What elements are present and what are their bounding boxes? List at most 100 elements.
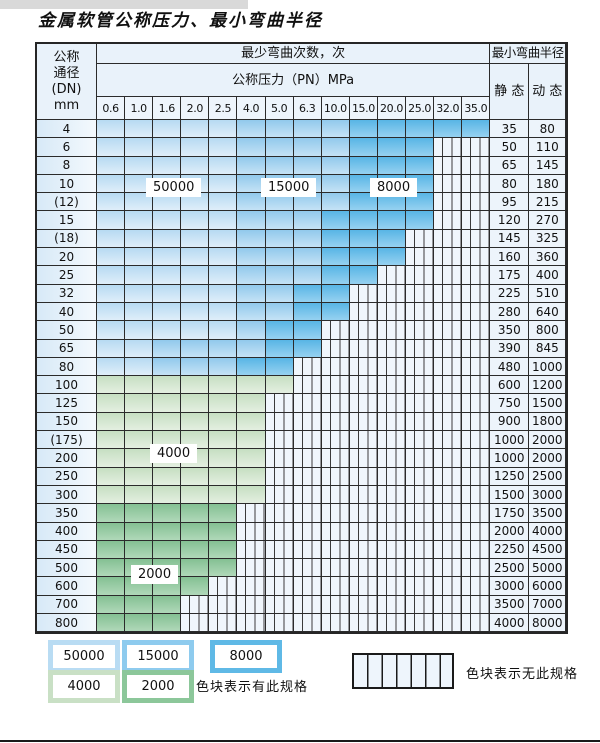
no-spec-cell bbox=[321, 339, 350, 358]
no-spec-cell bbox=[293, 467, 322, 486]
no-spec-cell bbox=[237, 595, 266, 615]
spec-cell-15000 bbox=[265, 266, 294, 285]
no-spec-cell bbox=[434, 412, 463, 432]
no-spec-cell bbox=[434, 284, 463, 303]
dynamic-radius-cell: 1000 bbox=[529, 357, 567, 377]
no-spec-cell bbox=[462, 540, 491, 560]
dynamic-radius-cell: 3000 bbox=[529, 485, 567, 505]
dn-cell: (18) bbox=[37, 229, 97, 249]
static-radius-cell: 1750 bbox=[490, 504, 530, 523]
no-spec-cell bbox=[406, 376, 435, 395]
no-spec-cell bbox=[434, 595, 463, 615]
pressure-header: 公称压力（PN）MPa bbox=[97, 64, 491, 97]
spec-cell-4000 bbox=[181, 412, 210, 432]
dynamic-radius-cell: 215 bbox=[529, 193, 567, 212]
spec-cell-50000 bbox=[97, 229, 126, 249]
no-spec-cell bbox=[462, 559, 491, 578]
dynamic-radius-cell: 145 bbox=[529, 156, 567, 175]
spec-cell-4000 bbox=[125, 376, 154, 395]
band-label-50000: 50000 bbox=[146, 178, 202, 197]
spec-cell-4000 bbox=[209, 467, 238, 486]
no-spec-cell bbox=[406, 614, 435, 633]
no-spec-cell bbox=[406, 577, 435, 596]
spec-cell-8000 bbox=[321, 284, 350, 303]
spec-cell-8000 bbox=[321, 266, 350, 285]
no-spec-cell bbox=[265, 614, 294, 633]
no-spec-cell bbox=[377, 394, 407, 413]
legend-no-spec-label: 色块表示无此规格 bbox=[466, 667, 579, 682]
spec-cell-15000 bbox=[293, 193, 322, 212]
static-radius-cell: 160 bbox=[490, 248, 530, 267]
no-spec-cell bbox=[406, 248, 435, 267]
legend-swatch-2000: 2000 bbox=[122, 670, 194, 703]
static-radius-cell: 35 bbox=[490, 120, 530, 139]
dynamic-radius-cell: 180 bbox=[529, 174, 567, 194]
spec-cell-50000 bbox=[209, 193, 238, 212]
no-spec-cell bbox=[321, 522, 350, 541]
no-spec-cell bbox=[181, 595, 210, 615]
dynamic-radius-cell: 4500 bbox=[529, 540, 567, 560]
dynamic-radius-cell: 8000 bbox=[529, 614, 567, 633]
no-spec-cell bbox=[462, 376, 491, 395]
no-spec-cell bbox=[434, 211, 463, 230]
spec-cell-4000 bbox=[209, 431, 238, 450]
spec-cell-4000 bbox=[97, 431, 126, 450]
dynamic-radius-cell: 400 bbox=[529, 266, 567, 285]
no-spec-cell bbox=[377, 376, 407, 395]
spec-cell-8000 bbox=[349, 120, 378, 139]
spec-cell-15000 bbox=[293, 266, 322, 285]
bend-count-header: 最少弯曲次数，次 bbox=[97, 44, 491, 64]
no-spec-cell bbox=[293, 412, 322, 432]
dynamic-radius-cell: 800 bbox=[529, 321, 567, 340]
no-spec-cell bbox=[406, 559, 435, 578]
spec-cell-8000 bbox=[349, 156, 378, 175]
spec-cell-4000 bbox=[181, 485, 210, 505]
spec-cell-15000 bbox=[293, 248, 322, 267]
spec-cell-50000 bbox=[125, 284, 154, 303]
no-spec-cell bbox=[406, 394, 435, 413]
spec-cell-4000 bbox=[97, 394, 126, 413]
no-spec-cell bbox=[377, 595, 407, 615]
spec-cell-50000 bbox=[181, 211, 210, 230]
dn-cell: 100 bbox=[37, 376, 97, 395]
spec-cell-4000 bbox=[237, 467, 266, 486]
no-spec-cell bbox=[434, 504, 463, 523]
spec-cell-50000 bbox=[209, 120, 238, 139]
dynamic-radius-cell: 1500 bbox=[529, 394, 567, 413]
no-spec-cell bbox=[462, 485, 491, 505]
spec-cell-8000 bbox=[321, 248, 350, 267]
spec-cell-4000 bbox=[237, 376, 266, 395]
spec-cell-4000 bbox=[125, 467, 154, 486]
spec-cell-50000 bbox=[181, 284, 210, 303]
no-spec-cell bbox=[349, 449, 378, 468]
spec-cell-15000 bbox=[237, 302, 266, 322]
no-spec-cell bbox=[377, 339, 407, 358]
spec-cell-50000 bbox=[209, 211, 238, 230]
legend-swatch-15000: 15000 bbox=[122, 640, 194, 673]
legend-no-spec-swatch bbox=[352, 653, 454, 689]
spec-cell-15000 bbox=[153, 339, 182, 358]
spec-cell-15000 bbox=[265, 229, 294, 249]
no-spec-cell bbox=[265, 485, 294, 505]
dynamic-radius-cell: 6000 bbox=[529, 577, 567, 596]
no-spec-cell bbox=[293, 485, 322, 505]
spec-cell-15000 bbox=[321, 120, 350, 139]
spec-cell-8000 bbox=[349, 211, 378, 230]
no-spec-cell bbox=[349, 540, 378, 560]
no-spec-cell bbox=[349, 431, 378, 450]
static-column-header: 静 态 bbox=[490, 64, 530, 120]
spec-cell-4000 bbox=[209, 412, 238, 432]
no-spec-cell bbox=[377, 321, 407, 340]
spec-cell-4000 bbox=[97, 376, 126, 395]
spec-cell-50000 bbox=[181, 321, 210, 340]
dynamic-radius-cell: 360 bbox=[529, 248, 567, 267]
dn-header-line2: 通径 bbox=[53, 66, 80, 81]
dn-header-line4: mm bbox=[53, 98, 80, 113]
spec-cell-8000 bbox=[349, 193, 378, 212]
no-spec-cell bbox=[462, 449, 491, 468]
dn-cell: 4 bbox=[37, 120, 97, 139]
no-spec-cell bbox=[434, 559, 463, 578]
spec-cell-8000 bbox=[434, 120, 463, 139]
no-spec-cell bbox=[321, 467, 350, 486]
no-spec-cell bbox=[462, 522, 491, 541]
